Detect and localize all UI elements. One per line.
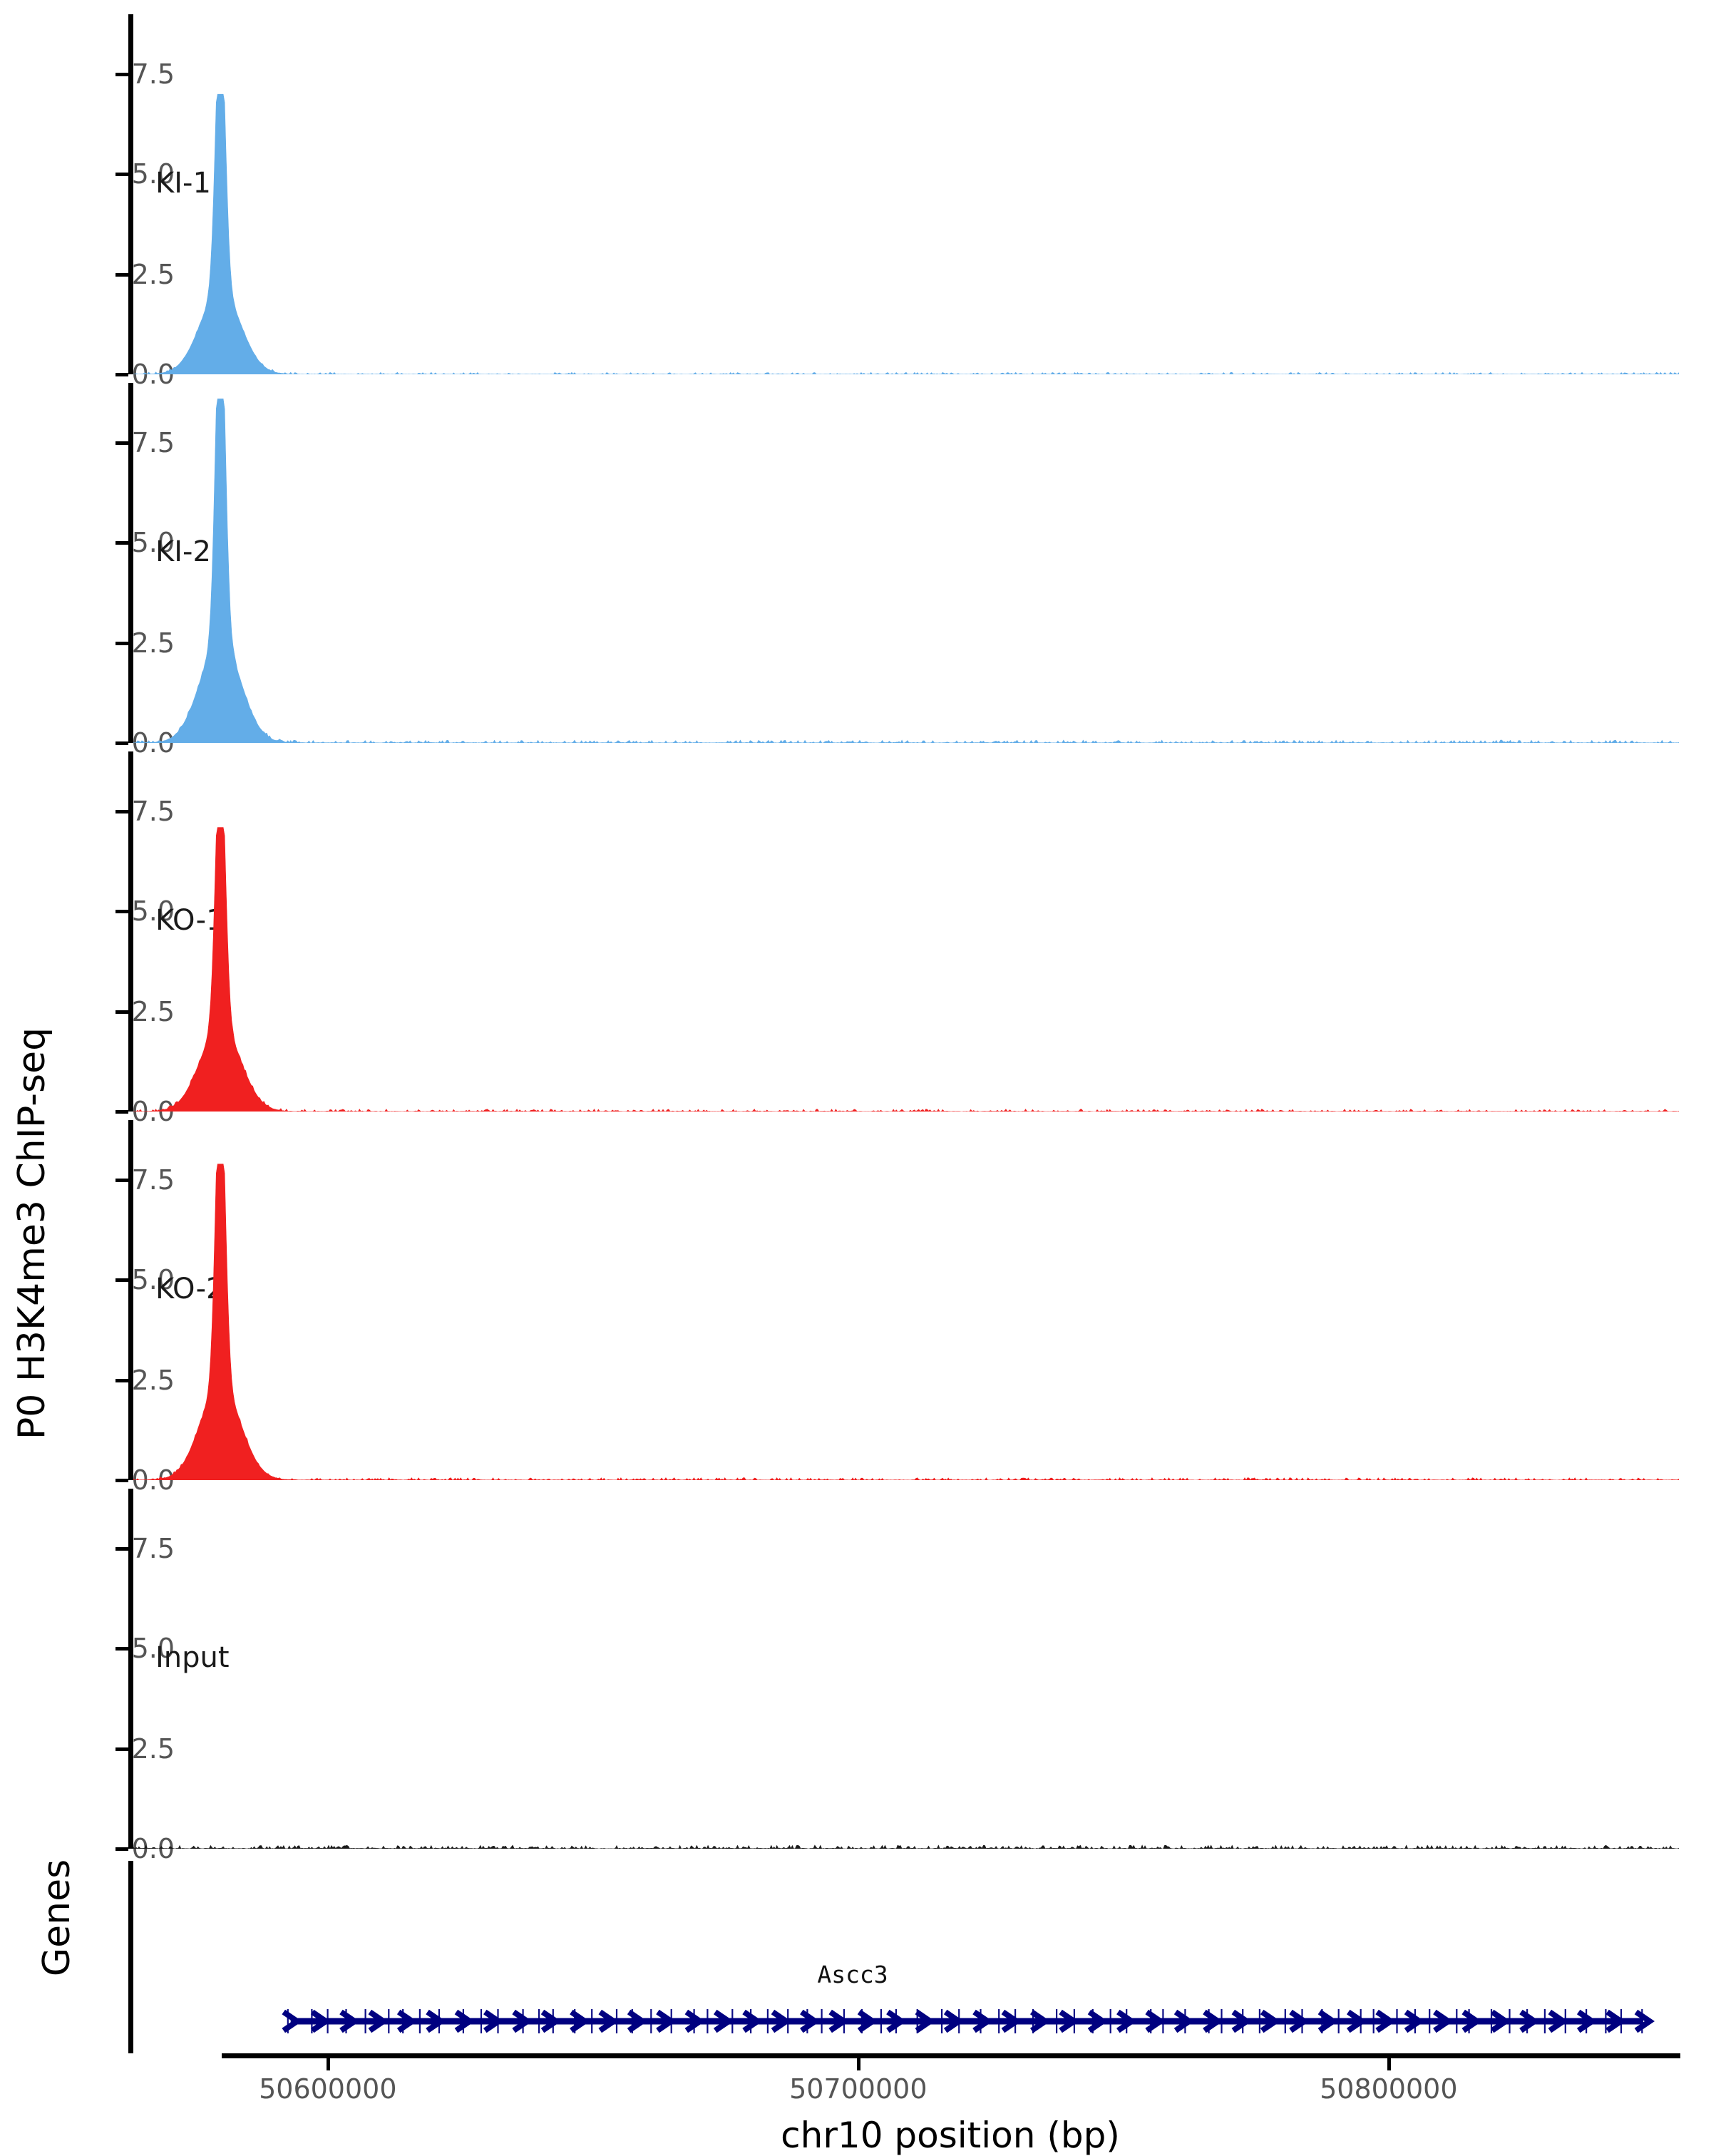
signal-track-input: 0.0 2.5 5.0 7.5 Input: [0, 1489, 1711, 1864]
y-tick-label: 5.0: [131, 158, 175, 190]
genes-axis-spine: [128, 1861, 133, 2053]
y-tick-label: 5.0: [131, 1264, 175, 1296]
y-tick-mark: [115, 741, 128, 745]
x-tick-mark: [856, 2058, 860, 2070]
y-tick-label: 2.5: [131, 995, 175, 1027]
track-axis-spine: [128, 1120, 133, 1480]
y-tick-mark: [115, 1110, 128, 1114]
track-plot-area: [133, 1120, 1679, 1480]
track-name-label: KI-2: [155, 535, 211, 569]
y-tick-mark: [115, 1278, 128, 1283]
track-axis-spine: [128, 14, 133, 374]
y-tick-mark: [115, 1010, 128, 1014]
y-tick-label: 0.0: [131, 1096, 175, 1127]
y-tick-mark: [115, 373, 128, 376]
y-tick-mark: [115, 441, 128, 446]
y-tick-mark: [115, 1647, 128, 1651]
x-tick-mark: [326, 2058, 330, 2070]
x-axis-line: [222, 2053, 1680, 2058]
y-tick-mark: [115, 810, 128, 814]
signal-track-ko-1: 0.0 2.5 5.0 7.5 KO-1: [0, 751, 1711, 1127]
y-tick-label: 7.5: [131, 427, 175, 459]
y-tick-label: 5.0: [131, 527, 175, 559]
gene-name-label: Ascc3: [817, 1961, 888, 1988]
y-tick-mark: [115, 1747, 128, 1751]
y-tick-mark: [115, 541, 128, 545]
signal-track-ki-1: 0.0 2.5 5.0 7.5 KI-1: [0, 14, 1711, 390]
y-tick-label: 7.5: [131, 1164, 175, 1196]
track-axis-spine: [128, 1489, 133, 1849]
x-axis: 50600000 50700000 50800000 chr10 position …: [0, 2053, 1711, 2156]
y-tick-label: 7.5: [131, 1533, 175, 1565]
y-tick-label: 2.5: [131, 627, 175, 659]
track-name-label: Input: [155, 1641, 230, 1675]
y-tick-label: 0.0: [131, 1833, 175, 1864]
x-axis-label: chr10 position (bp): [0, 2115, 1711, 2156]
y-tick-label: 7.5: [131, 58, 175, 91]
y-tick-label: 0.0: [131, 359, 175, 390]
track-plot-area: [133, 751, 1679, 1112]
y-tick-mark: [115, 73, 128, 77]
y-tick-mark: [115, 173, 128, 177]
y-tick-mark: [115, 1179, 128, 1183]
y-tick-label: 2.5: [131, 258, 175, 290]
x-tick-label: 50600000: [259, 2073, 397, 2105]
track-name-label: KO-1: [155, 904, 225, 938]
track-name-label: KI-1: [155, 167, 211, 200]
y-tick-label: 5.0: [131, 895, 175, 928]
y-tick-label: 2.5: [131, 1364, 175, 1396]
y-tick-label: 0.0: [131, 727, 175, 759]
track-plot-area: [133, 14, 1679, 374]
x-tick-label: 50700000: [789, 2073, 928, 2105]
track-plot-area: [133, 383, 1679, 743]
y-tick-mark: [115, 641, 128, 645]
genes-panel: Genes Ascc3: [0, 1854, 1711, 2060]
track-axis-spine: [128, 383, 133, 743]
x-tick-label: 50800000: [1320, 2073, 1458, 2105]
y-tick-mark: [115, 1479, 128, 1482]
y-tick-label: 7.5: [131, 796, 175, 828]
signal-track-ki-2: 0.0 2.5 5.0 7.5 KI-2: [0, 383, 1711, 759]
signal-track-ko-2: 0.0 2.5 5.0 7.5 KO-2: [0, 1120, 1711, 1496]
gene-model: [0, 2000, 1711, 2043]
x-tick-mark: [1387, 2058, 1391, 2070]
track-axis-spine: [128, 751, 133, 1112]
x-axis-label-text: chr10 position (bp): [781, 2115, 1120, 2156]
track-plot-area: [133, 1489, 1679, 1849]
y-tick-label: 0.0: [131, 1464, 175, 1496]
y-tick-mark: [115, 1547, 128, 1551]
y-tick-mark: [115, 272, 128, 277]
y-tick-label: 5.0: [131, 1633, 175, 1665]
y-tick-mark: [115, 910, 128, 914]
y-tick-mark: [115, 1847, 128, 1851]
genes-panel-label: Genes: [36, 1859, 78, 1977]
y-tick-label: 2.5: [131, 1732, 175, 1765]
y-tick-mark: [115, 1378, 128, 1382]
